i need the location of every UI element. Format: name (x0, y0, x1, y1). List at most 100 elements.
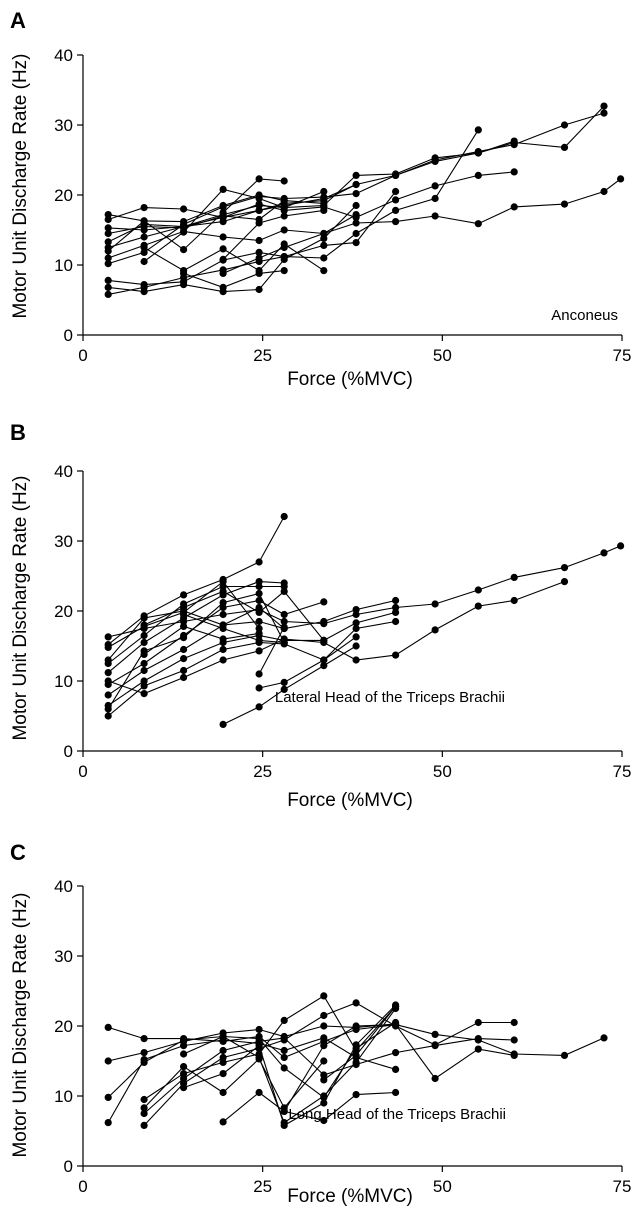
data-point (104, 1023, 112, 1031)
data-point (320, 1076, 328, 1084)
data-point (219, 185, 227, 193)
data-point (352, 201, 360, 210)
series-line (284, 1091, 396, 1122)
data-point (352, 219, 360, 227)
data-point (180, 1063, 188, 1071)
series-line (222, 209, 324, 260)
data-point (392, 1065, 400, 1073)
data-point (392, 1021, 400, 1029)
data-point (280, 623, 288, 631)
data-point (560, 121, 569, 129)
data-point (219, 1032, 227, 1041)
data-point (510, 1036, 518, 1044)
data-point (280, 512, 288, 521)
data-point (255, 703, 263, 711)
data-point (320, 1099, 328, 1107)
data-point (255, 1088, 263, 1097)
data-point (219, 1046, 227, 1055)
series-line (107, 1022, 396, 1099)
data-point (352, 171, 360, 179)
data-point (219, 1118, 227, 1126)
data-point (320, 241, 328, 249)
data-point (600, 1034, 608, 1042)
series-line (183, 613, 285, 644)
series-line (108, 140, 515, 265)
muscle-label: Long Head of the Triceps Brachii (288, 1106, 506, 1123)
data-point (140, 1049, 148, 1057)
data-point (510, 168, 518, 176)
data-point (280, 267, 288, 275)
x-tick-label: 50 (433, 346, 452, 365)
data-point (352, 1091, 360, 1099)
data-point (255, 219, 263, 227)
series-line (107, 585, 285, 664)
data-point (180, 622, 188, 631)
data-point (280, 685, 288, 694)
data-point (392, 196, 400, 204)
data-point (180, 281, 188, 289)
data-point (280, 212, 288, 220)
series-line (108, 205, 357, 293)
data-point (255, 200, 263, 208)
data-point (320, 187, 328, 196)
data-point (104, 247, 112, 255)
data-point (104, 290, 112, 298)
data-point (180, 673, 188, 682)
data-point (352, 1041, 360, 1049)
y-axis-title: Motor Unit Discharge Rate (Hz) (10, 892, 31, 1157)
data-point (280, 587, 288, 596)
data-point (180, 1084, 188, 1092)
data-point (600, 549, 608, 557)
data-point (320, 1034, 328, 1042)
panel-letter: A (10, 8, 26, 33)
data-point (180, 1050, 188, 1058)
data-point (219, 610, 227, 619)
data-point (140, 621, 148, 629)
x-tick-label: 50 (433, 762, 452, 781)
data-point (280, 204, 288, 212)
data-point (431, 194, 439, 203)
data-point (352, 999, 360, 1007)
y-tick-label: 30 (54, 116, 73, 135)
data-point (140, 638, 148, 647)
data-point (600, 187, 608, 196)
data-point (352, 1051, 360, 1059)
data-point (431, 626, 439, 634)
data-point (392, 596, 400, 605)
x-tick-label: 25 (253, 762, 272, 781)
data-point (180, 205, 188, 213)
data-point (180, 603, 188, 612)
data-point (392, 218, 400, 226)
data-point (180, 645, 188, 654)
y-tick-label: 40 (54, 877, 73, 896)
x-tick-label: 75 (613, 762, 632, 781)
panel-letter: B (10, 420, 26, 445)
data-point (474, 1018, 482, 1027)
data-point (431, 1042, 439, 1050)
data-point (510, 203, 518, 211)
data-point (320, 199, 328, 207)
series-line (107, 592, 285, 710)
data-point (140, 1095, 148, 1104)
data-point (104, 691, 112, 699)
data-point (104, 211, 112, 219)
data-point (392, 617, 400, 626)
data-point (255, 636, 263, 645)
data-point (219, 201, 227, 210)
data-point (392, 1002, 400, 1011)
data-point (180, 1070, 188, 1078)
data-point (255, 684, 263, 692)
x-tick-label: 25 (253, 1177, 272, 1196)
data-point (255, 269, 263, 277)
data-point (280, 1016, 288, 1024)
data-point (140, 288, 148, 296)
panel-letter: C (10, 840, 26, 865)
series-line (258, 636, 357, 689)
data-point (474, 1045, 482, 1053)
data-point (180, 269, 188, 277)
data-point (255, 608, 263, 617)
data-point (352, 1022, 360, 1030)
data-point (280, 1064, 288, 1072)
data-point (140, 233, 148, 241)
